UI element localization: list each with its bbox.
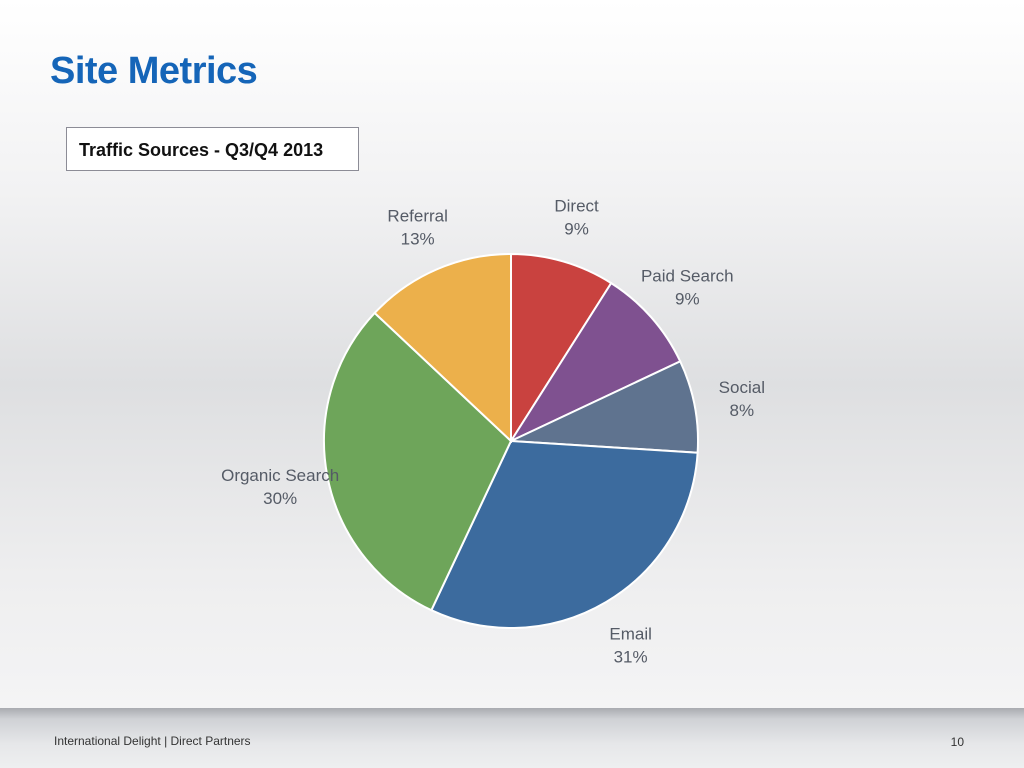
slice-label-social: Social [719,378,765,397]
slice-label-referral: Referral [387,206,447,225]
slide-title: Site Metrics [50,50,258,92]
page-number: 10 [950,735,964,749]
slice-label-direct: Direct [554,196,599,215]
chart-subtitle: Traffic Sources - Q3/Q4 2013 [79,140,324,160]
slice-value-paid-search: 9% [675,290,700,309]
slice-value-social: 8% [730,401,755,420]
slice-value-referral: 13% [401,229,435,248]
footer-text: International Delight | Direct Partners [54,734,251,748]
pie-slice-referral [373,252,512,444]
pie-slice-paid-search [508,281,682,444]
pie-slices [323,252,699,629]
pie-slice-email [430,439,699,629]
footer-bar: International Delight | Direct Partners … [0,708,1024,768]
pie-labels: Direct 9% Paid Search 9% Social 8% Email 31% Org… [221,196,765,666]
pie-chart: Direct 9% Paid Search 9% Social 8% Email 31% Org… [221,196,765,666]
pie-slice-social [510,360,699,454]
pie-slice-direct [510,252,613,445]
slice-label-paid-search: Paid Search [641,267,734,286]
slice-value-email: 31% [614,647,648,666]
pie-slice-organic-search [323,311,513,612]
slice-label-email: Email [609,624,652,643]
slice-label-organic-search: Organic Search [221,466,339,485]
chart-subtitle-box: Traffic Sources - Q3/Q4 2013 [66,127,359,171]
slice-value-direct: 9% [564,219,589,238]
slice-value-organic-search: 30% [263,489,297,508]
